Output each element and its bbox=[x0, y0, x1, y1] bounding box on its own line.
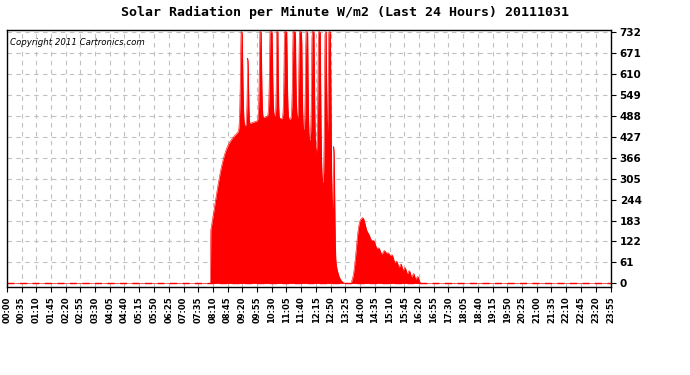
Text: Solar Radiation per Minute W/m2 (Last 24 Hours) 20111031: Solar Radiation per Minute W/m2 (Last 24… bbox=[121, 6, 569, 19]
Text: Copyright 2011 Cartronics.com: Copyright 2011 Cartronics.com bbox=[10, 38, 145, 47]
